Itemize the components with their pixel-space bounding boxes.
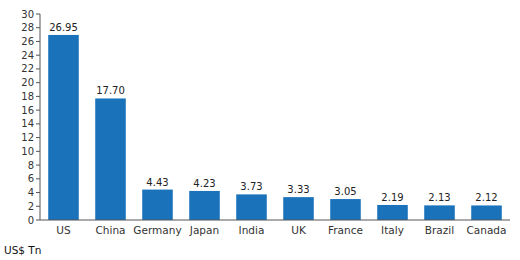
y-tick xyxy=(36,206,40,207)
x-tick-label: Brazil xyxy=(425,224,454,236)
y-tick xyxy=(36,55,40,56)
data-labels: 26.95 17.70 4.43 4.23 3.73 3.33 3.05 2.19 2.13 2.… xyxy=(49,22,497,203)
y-tick-label: 30 xyxy=(21,9,34,20)
bar xyxy=(330,199,361,220)
bar xyxy=(377,205,408,220)
y-tick-label: 8 xyxy=(28,160,34,171)
y-tick-label: 16 xyxy=(21,105,34,116)
chart-container: 26.95 17.70 4.43 4.23 3.73 3.33 3.05 2.19 2.13 2.… xyxy=(0,0,520,260)
x-axis: US China Germany Japan India UK France Italy Bra… xyxy=(40,220,510,236)
y-tick-label: 0 xyxy=(28,215,34,226)
y-tick xyxy=(36,178,40,179)
x-tick-label: Japan xyxy=(189,224,219,236)
x-tick-label: US xyxy=(56,224,71,236)
bar xyxy=(189,191,220,220)
y-tick xyxy=(36,110,40,111)
bars xyxy=(48,35,502,220)
y-axis: 024681012141618202224262830 xyxy=(21,9,40,226)
y-tick xyxy=(36,68,40,69)
y-tick-label: 14 xyxy=(21,118,34,129)
y-tick xyxy=(36,82,40,83)
data-label: 3.73 xyxy=(240,181,262,192)
y-tick xyxy=(36,96,40,97)
y-tick xyxy=(36,220,40,221)
y-tick-label: 20 xyxy=(21,77,34,88)
x-tick-label: UK xyxy=(291,224,307,236)
y-tick-label: 18 xyxy=(21,91,34,102)
y-tick-label: 22 xyxy=(21,63,34,74)
y-axis-line xyxy=(40,14,41,220)
y-tick xyxy=(36,151,40,152)
y-tick-label: 4 xyxy=(28,187,34,198)
y-tick-label: 28 xyxy=(21,22,34,33)
data-label: 4.43 xyxy=(146,177,168,188)
bar xyxy=(424,205,455,220)
bar xyxy=(283,197,314,220)
bar xyxy=(471,205,502,220)
x-tick-label: India xyxy=(239,224,265,236)
y-tick-label: 24 xyxy=(21,50,34,61)
y-tick xyxy=(36,192,40,193)
y-axis-label: US$ Tn xyxy=(4,244,41,256)
y-tick xyxy=(36,14,40,15)
x-tick-label: China xyxy=(96,224,126,236)
y-tick-label: 10 xyxy=(21,146,34,157)
data-label: 2.13 xyxy=(428,192,450,203)
data-label: 17.70 xyxy=(96,85,125,96)
y-tick-label: 12 xyxy=(21,132,34,143)
bar xyxy=(142,190,173,220)
y-tick xyxy=(36,27,40,28)
data-label: 2.19 xyxy=(381,192,403,203)
y-tick-label: 26 xyxy=(21,36,34,47)
x-tick-label: Canada xyxy=(467,224,507,236)
x-tick-label: Italy xyxy=(381,224,404,236)
x-tick-label: France xyxy=(328,224,363,236)
y-tick xyxy=(36,123,40,124)
data-label: 3.33 xyxy=(287,184,309,195)
y-tick-label: 2 xyxy=(28,201,34,212)
bar xyxy=(236,194,267,220)
y-tick-label: 6 xyxy=(28,173,34,184)
bar xyxy=(95,98,126,220)
x-tick-label: Germany xyxy=(133,224,181,236)
y-tick xyxy=(36,41,40,42)
x-axis-line xyxy=(40,220,510,221)
data-label: 4.23 xyxy=(193,178,215,189)
y-tick xyxy=(36,137,40,138)
data-label: 2.12 xyxy=(475,192,497,203)
background xyxy=(0,0,520,260)
data-label: 3.05 xyxy=(334,186,356,197)
y-tick xyxy=(36,165,40,166)
bar xyxy=(48,35,79,220)
chart: 26.95 17.70 4.43 4.23 3.73 3.33 3.05 2.19 2.13 2.… xyxy=(0,0,520,260)
data-label: 26.95 xyxy=(49,22,78,33)
